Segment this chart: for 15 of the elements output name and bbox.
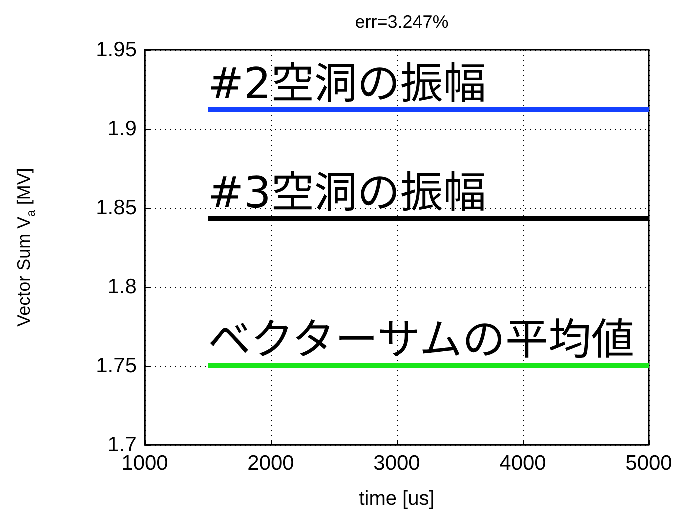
x-tick-label: 2000 bbox=[248, 452, 294, 475]
x-tick-label: 5000 bbox=[626, 452, 672, 475]
x-tick-label: 4000 bbox=[500, 452, 546, 475]
y-tick-label: 1.95 bbox=[96, 38, 137, 62]
y-tick-label: 1.9 bbox=[108, 118, 137, 140]
chart-title: err=3.247% bbox=[355, 12, 449, 32]
y-tick-label: 1.85 bbox=[96, 196, 137, 220]
y-axis-title: Vector Sum Va [MV] bbox=[14, 168, 38, 327]
x-axis-title: time [us] bbox=[359, 488, 435, 510]
x-tick-label: 3000 bbox=[374, 452, 420, 475]
annotation: #2空洞の振幅 bbox=[208, 60, 486, 110]
annotation: ベクターサムの平均値 bbox=[208, 316, 635, 366]
annotation: #3空洞の振幅 bbox=[208, 168, 486, 219]
y-tick-label: 1.75 bbox=[96, 354, 137, 378]
y-tick-label: 1.8 bbox=[108, 276, 137, 298]
